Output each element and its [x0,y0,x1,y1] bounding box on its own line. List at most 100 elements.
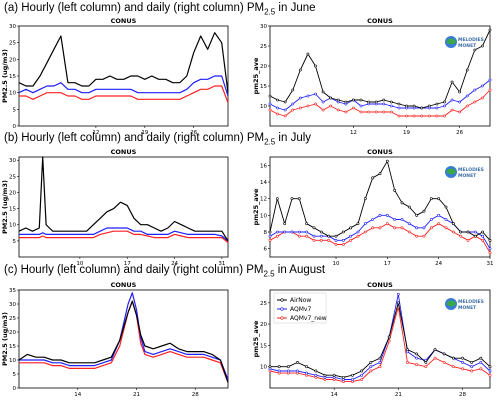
y-tick-label: 20 [9,190,16,196]
data-point-aqmv7_new [393,226,397,230]
data-point-airnow [277,365,281,369]
data-point-aqmv7 [296,369,299,373]
y-tick-label: 5 [13,107,17,113]
data-point-aqmv7 [305,230,309,234]
y-tick-label: 12 [260,197,267,203]
y-tick-label: 15 [260,343,267,349]
x-tick-label: 24 [171,261,178,267]
data-point-aqmv7_new [367,110,371,114]
y-tick-label: 25 [9,316,16,322]
data-point-airnow [336,98,340,102]
data-point-airnow [470,361,474,364]
data-point-airnow [344,100,348,104]
data-point-aqmv7 [393,218,397,221]
data-point-aqmv7_new [344,110,348,114]
data-point-aqmv7_new [305,234,309,238]
legend-marker [280,316,284,320]
data-point-aqmv7 [378,213,382,217]
x-tick-label: 17 [124,261,131,267]
data-point-aqmv7 [488,78,492,82]
data-point-aqmv7 [422,226,426,230]
chart-title: CONUS [111,17,137,25]
data-point-airnow [459,230,463,234]
x-tick-label: 14 [331,392,338,398]
data-point-aqmv7 [435,106,439,110]
data-point-aqmv7_new [291,108,295,112]
data-point-airnow [305,222,309,226]
data-point-aqmv7_new [352,106,355,110]
data-point-aqmv7 [465,94,469,98]
data-point-airnow [341,375,345,379]
data-point-aqmv7 [283,230,287,234]
data-point-aqmv7_new [385,222,389,226]
data-point-airnow [473,234,477,238]
y-tick-label: 10 [260,104,267,110]
data-point-aqmv7_new [400,226,404,230]
data-point-aqmv7_new [378,365,382,369]
data-point-aqmv7_new [397,114,401,118]
data-point-airnow [387,335,391,339]
series-line-airnow [18,32,229,93]
series-line-aqmv7 [18,75,229,97]
data-point-aqmv7_new [459,234,463,238]
data-point-aqmv7_new [435,114,439,118]
data-point-aqmv7_new [268,108,272,112]
data-point-aqmv7 [359,104,363,108]
data-point-aqmv7 [321,100,325,104]
row-c-title: (c) Hourly (left column) and daily (righ… [4,264,326,279]
data-point-airnow [341,230,345,234]
data-point-aqmv7_new [461,367,464,371]
data-point-aqmv7_new [382,110,386,114]
data-point-aqmv7_new [334,243,338,246]
data-point-aqmv7_new [415,363,419,366]
data-point-aqmv7_new [424,365,428,369]
data-point-aqmv7 [314,373,318,377]
plot-frame [18,289,229,389]
y-tick-label: 5 [13,372,17,378]
data-point-airnow [397,102,401,106]
data-point-airnow [332,373,336,377]
data-point-aqmv7_new [488,251,492,255]
data-point-aqmv7_new [450,108,454,112]
data-point-airnow [406,348,409,352]
data-point-airnow [437,197,441,201]
x-tick-label: 31 [218,261,225,267]
data-point-aqmv7_new [298,106,302,110]
data-point-airnow [268,230,272,234]
data-point-airnow [290,197,294,201]
y-tick-label: 25 [260,44,267,50]
row-a-title: (a) Hourly (left column) and daily (righ… [4,2,316,17]
data-point-airnow [352,98,355,102]
data-point-aqmv7_new [405,114,408,118]
data-point-airnow [268,94,272,98]
y-axis-label: PM2.5 (ug/m3) [1,49,9,103]
data-point-aqmv7 [298,96,302,100]
data-point-aqmv7 [444,218,448,221]
data-point-aqmv7_new [488,88,492,92]
data-point-aqmv7 [488,369,492,373]
series-line-airnow [18,156,229,242]
data-point-airnow [458,90,462,94]
chart-july-hourly: CONUS PM2.5 (ug/m3) 5 10 15 20 25 30 10 17 24 31 [1,148,229,267]
y-tick-label: 30 [9,24,16,30]
data-point-airnow [415,352,419,356]
data-point-aqmv7_new [371,226,375,230]
data-point-aqmv7 [396,292,400,296]
data-point-airnow [334,234,338,238]
y-tick-label: 30 [9,158,16,164]
data-point-aqmv7_new [389,110,393,114]
data-point-airnow [305,365,309,369]
y-tick-label: 20 [260,322,267,328]
chart-title: CONUS [111,148,137,156]
y-axis-label: pm25_ave [252,188,260,225]
y-axis-label: pm25_ave [252,320,260,357]
data-point-aqmv7 [481,84,484,88]
data-point-aqmv7 [400,218,404,221]
data-point-aqmv7 [450,98,454,102]
data-point-airnow [407,205,411,209]
data-point-aqmv7_new [466,238,470,242]
data-point-aqmv7_new [356,234,360,238]
data-point-airnow [363,197,367,201]
